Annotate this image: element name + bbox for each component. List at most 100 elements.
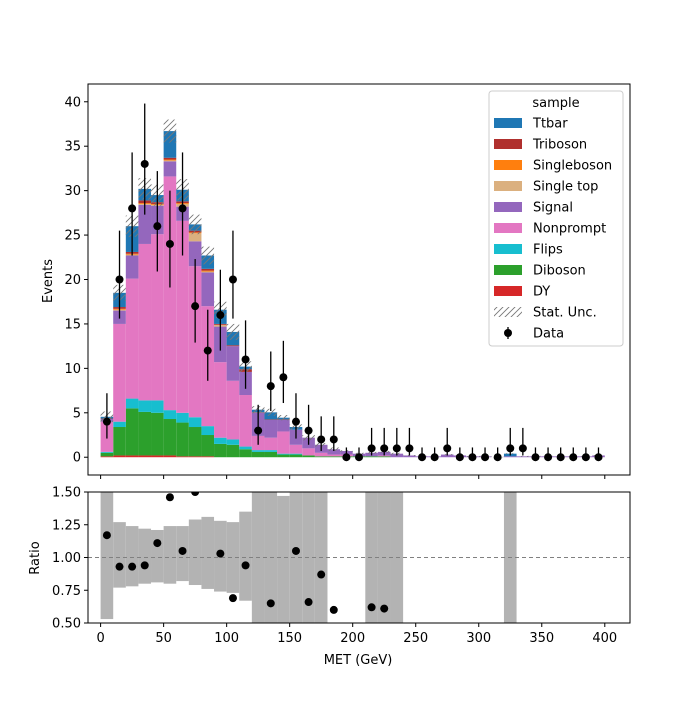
ratio-x-tick-label-1: 50 <box>155 631 172 646</box>
bar-nonprompt-2 <box>126 279 139 399</box>
data-point-37 <box>569 453 577 461</box>
bar-triboson-10 <box>227 345 240 346</box>
ratio-band-bin-11 <box>239 512 252 601</box>
data-point-28 <box>456 453 464 461</box>
ratio-point-8 <box>216 550 224 558</box>
bar-flips-11 <box>239 447 252 450</box>
legend-label-triboson: Triboson <box>532 138 587 153</box>
data-point-18 <box>330 435 338 443</box>
bar-diboson-21 <box>365 456 378 457</box>
main-y-tick-label-0: 0 <box>73 451 81 466</box>
bar-signal-2 <box>126 256 139 279</box>
bar-triboson-5 <box>164 158 177 160</box>
bar-diboson-9 <box>214 444 227 457</box>
bar-diboson-6 <box>176 423 189 457</box>
legend-swatch-flips <box>494 244 522 254</box>
stat-unc-bin-10 <box>227 324 240 340</box>
main-y-tick-label-4: 20 <box>64 273 81 288</box>
bar-signal-5 <box>164 161 177 176</box>
bar-diboson-10 <box>227 445 240 457</box>
bar-diboson-16 <box>302 455 315 457</box>
legend-label-flips: Flips <box>533 243 563 258</box>
data-point-36 <box>557 453 565 461</box>
ratio-point-3 <box>141 561 149 569</box>
bar-flips-10 <box>227 439 240 444</box>
legend-label-ttbar: Ttbar <box>532 117 568 132</box>
bar-flips-7 <box>189 417 202 427</box>
bar-diboson-3 <box>138 412 151 456</box>
legend-label-single-top: Single top <box>533 180 598 195</box>
legend-swatch-signal <box>494 202 522 212</box>
bar-diboson-14 <box>277 455 290 458</box>
ratio-band-bin-0 <box>101 492 114 619</box>
bar-diboson-8 <box>201 435 214 456</box>
legend-marker-data <box>504 329 512 337</box>
data-point-25 <box>418 453 426 461</box>
bar-nonprompt-16 <box>302 448 315 455</box>
ratio-point-5 <box>166 493 174 501</box>
ratio-y-tick-label-1: 0.75 <box>52 584 81 599</box>
bar-signal-13 <box>264 420 277 438</box>
ratio-point-11 <box>267 599 275 607</box>
ratio-point-13 <box>305 598 313 606</box>
data-point-22 <box>380 444 388 452</box>
data-point-0 <box>103 418 111 426</box>
data-point-39 <box>594 453 602 461</box>
bar-diboson-13 <box>264 452 277 457</box>
ratio-x-axis-label: MET (GeV) <box>324 653 393 668</box>
bar-diboson-5 <box>164 419 177 455</box>
main-y-tick-label-2: 10 <box>64 362 81 377</box>
data-point-9 <box>216 311 224 319</box>
bar-nonprompt-9 <box>214 362 227 438</box>
bar-flips-14 <box>277 454 290 455</box>
bar-flips-0 <box>101 452 114 453</box>
bar-nonprompt-10 <box>227 381 240 440</box>
bar-signal-10 <box>227 346 240 381</box>
legend-swatch-nonprompt <box>494 223 522 233</box>
ratio-x-tick-label-5: 250 <box>403 631 428 646</box>
data-point-35 <box>544 453 552 461</box>
main-x-axis <box>101 475 605 479</box>
main-y-tick-label-7: 35 <box>64 140 81 155</box>
bar-single-top-8 <box>201 272 214 273</box>
bar-dy-1 <box>113 455 126 457</box>
bar-triboson-8 <box>201 269 214 271</box>
legend-label-dy: DY <box>533 285 550 300</box>
bar-diboson-4 <box>151 413 164 456</box>
bar-diboson-15 <box>290 455 303 458</box>
ratio-y-axis-label: Ratio <box>28 541 43 574</box>
bar-diboson-7 <box>189 427 202 456</box>
ratio-band-bin-14 <box>277 496 290 623</box>
bar-diboson-1 <box>113 427 126 455</box>
bar-flips-15 <box>290 454 303 455</box>
bar-flips-12 <box>252 450 265 452</box>
bar-dy-3 <box>138 455 151 457</box>
bar-flips-6 <box>176 413 189 423</box>
bar-single-top-5 <box>164 160 177 161</box>
bar-dy-0 <box>101 456 114 457</box>
ratio-band-bin-3 <box>138 529 151 584</box>
ratio-y-axis: 0.500.751.001.251.50 <box>52 486 88 632</box>
bar-single-top-7 <box>189 233 202 241</box>
data-point-30 <box>481 453 489 461</box>
data-point-34 <box>531 453 539 461</box>
data-point-12 <box>254 427 262 435</box>
bar-nonprompt-15 <box>290 445 303 454</box>
ratio-band-bin-8 <box>201 517 214 589</box>
main-y-tick-label-1: 5 <box>73 406 81 421</box>
legend-swatch-dy <box>494 286 522 296</box>
ratio-y-tick-label-0: 0.50 <box>52 617 81 632</box>
legend-swatch-single-top <box>494 181 522 191</box>
legend-label-nonprompt: Nonprompt <box>533 222 606 237</box>
bar-nonprompt-3 <box>138 244 151 400</box>
stat-unc-bin-5 <box>164 120 177 143</box>
data-point-11 <box>242 355 250 363</box>
data-point-23 <box>393 444 401 452</box>
bar-nonprompt-13 <box>264 438 277 450</box>
ratio-band-bin-2 <box>126 526 139 586</box>
stat-unc-bin-33 <box>517 456 530 457</box>
legend-swatch-triboson <box>494 139 522 149</box>
bar-dy-8 <box>201 456 214 457</box>
ratio-point-2 <box>128 563 136 571</box>
